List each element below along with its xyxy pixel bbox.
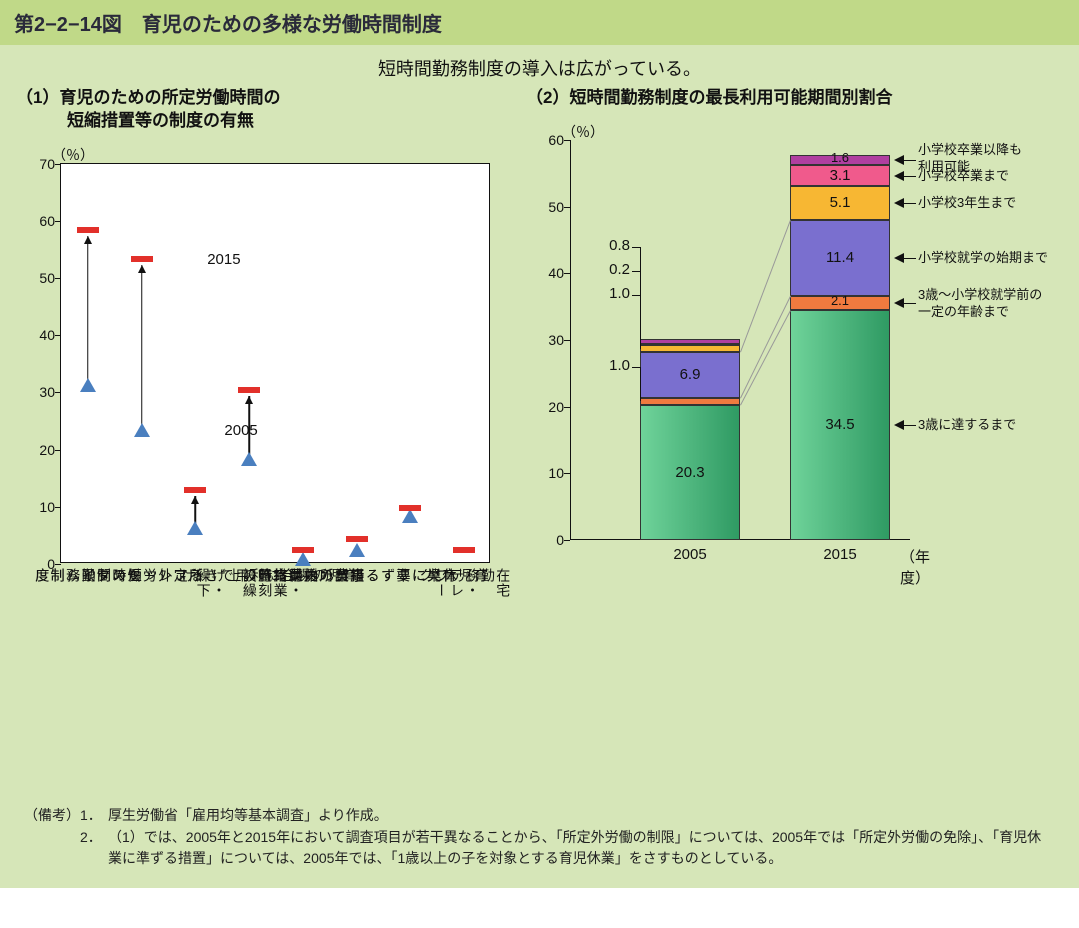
chart2-plot-wrap: （％） 010203040506020.36.9200534.511.45.13… (526, 140, 1063, 540)
figure-title: 第2−2−14図 育児のための多様な労働時間制度 (0, 0, 1079, 45)
chart2-legend-label: 3歳〜小学校就学前の一定の年齢まで (918, 287, 1042, 321)
chart2-sidevalue: 0.8 (596, 237, 630, 254)
chart2-segment-after_grad (640, 339, 740, 344)
chart1-connector (141, 265, 143, 426)
chart2-plot: 010203040506020.36.9200534.511.45.13.120… (570, 140, 910, 540)
chart2-tickmark (564, 340, 570, 341)
chart1-column: （1）育児のための所定労働時間の 短縮措置等の制度の有無 （％） 0102030… (10, 85, 510, 563)
chart1-arrowhead (84, 236, 92, 244)
charts-row: （1）育児のための所定労働時間の 短縮措置等の制度の有無 （％） 0102030… (0, 85, 1079, 563)
figure-subtitle: 短時間勤務制度の導入は広がっている。 (0, 45, 1079, 85)
chart2-year-label: 2015 (823, 540, 856, 563)
chart2-legend-label: 小学校就学の始期まで (918, 250, 1048, 267)
chart2-title: （2）短時間勤務制度の最長利用可能期間別割合 (520, 85, 1069, 114)
chart2-segment-age3: 34.5 (790, 310, 890, 540)
chart2-segment-grade3: 5.1 (790, 186, 890, 220)
chart1-arrowhead (191, 496, 199, 504)
chart2-legend-label: 小学校卒業まで (918, 168, 1009, 185)
chart1-low-marker (187, 521, 203, 535)
chart1-plot-wrap: （％） 010203040506070短時間勤務制度所定外労働の制限育児の場合に… (16, 163, 504, 563)
note-text: 厚生労働省「雇用均等基本調査」より作成。 (108, 805, 1055, 827)
chart2-sidevalue: 1.0 (596, 357, 630, 374)
chart2-segment-age3: 20.3 (640, 405, 740, 540)
chart1-year-low-label: 2005 (224, 422, 257, 439)
chart2-segment-school_start: 11.4 (790, 220, 890, 296)
chart1-tickmark (55, 278, 61, 279)
chart2-tickmark (564, 473, 570, 474)
chart1-title-line2: 短縮措置等の制度の有無 (16, 111, 254, 130)
note-item: 2．（1）では、2005年と2015年において調査項目が若干異なることから、「所… (80, 827, 1055, 870)
chart1-low-marker (241, 452, 257, 466)
note-text: （1）では、2005年と2015年において調査項目が若干異なることから、「所定外… (108, 827, 1055, 870)
chart1-high-marker (292, 547, 314, 553)
chart1-tickmark (55, 392, 61, 393)
figure-panel: 第2−2−14図 育児のための多様な労働時間制度 短時間勤務制度の導入は広がって… (0, 0, 1079, 888)
chart2-segment-school_start: 6.9 (640, 352, 740, 398)
chart2-tickmark (564, 273, 570, 274)
chart1-high-marker (184, 487, 206, 493)
chart2-sidevalue: 1.0 (596, 285, 630, 302)
notes-label: （備考） (24, 805, 80, 870)
note-number: 1． (80, 805, 108, 827)
chart1-title-line1: （1）育児のための所定労働時間の (16, 88, 280, 107)
chart2-legend-label: 3歳に達するまで (918, 417, 1016, 434)
chart2-tickmark (564, 540, 570, 541)
chart1-high-marker (346, 536, 368, 542)
chart1-arrowhead (245, 396, 253, 404)
chart1-high-marker (238, 387, 260, 393)
chart2-segment-age3_to_school (640, 398, 740, 405)
chart1-high-marker (453, 547, 475, 553)
chart1-low-marker (402, 509, 418, 523)
chart1-category-label: 在宅勤務・テレワーク (418, 562, 510, 598)
chart1-high-marker (131, 256, 153, 262)
chart1-tickmark (55, 221, 61, 222)
chart2-tickmark (564, 407, 570, 408)
chart1-tickmark (55, 335, 61, 336)
notes-body: 1．厚生労働省「雇用均等基本調査」より作成。2．（1）では、2005年と2015… (80, 805, 1055, 870)
chart2-segment-grade3 (640, 345, 740, 352)
chart1-title: （1）育児のための所定労働時間の 短縮措置等の制度の有無 (10, 85, 510, 137)
chart1-low-marker (80, 378, 96, 392)
chart1-year-high-label: 2015 (207, 251, 240, 268)
chart2-segment-grad: 3.1 (790, 165, 890, 186)
chart1-arrowhead (138, 265, 146, 273)
chart1-tickmark (55, 450, 61, 451)
chart2-tickmark (564, 140, 570, 141)
chart2-column: （2）短時間勤務制度の最長利用可能期間別割合 （％） 0102030405060… (520, 85, 1069, 563)
note-item: 1．厚生労働省「雇用均等基本調査」より作成。 (80, 805, 1055, 827)
chart1-high-marker (399, 505, 421, 511)
notes-block: （備考） 1．厚生労働省「雇用均等基本調査」より作成。2．（1）では、2005年… (0, 793, 1079, 878)
chart2-year-label: 2005 (673, 540, 706, 563)
chart2-legend-label: 小学校3年生まで (918, 195, 1016, 212)
chart2-tickmark (564, 207, 570, 208)
chart1-high-marker (77, 227, 99, 233)
chart1-tickmark (55, 164, 61, 165)
chart1-tickmark (55, 507, 61, 508)
chart2-seg-value: 1.6 (822, 150, 858, 165)
chart2-seg-value: 2.1 (822, 293, 858, 308)
chart1-plot: 010203040506070短時間勤務制度所定外労働の制限育児の場合に利用でき… (60, 163, 490, 563)
chart1-low-marker (349, 543, 365, 557)
chart2-xaxis-label: （年度） (900, 540, 930, 588)
chart1-connector (87, 236, 89, 380)
chart1-low-marker (134, 423, 150, 437)
note-number: 2． (80, 827, 108, 870)
chart2-sidevalue: 0.2 (596, 261, 630, 278)
